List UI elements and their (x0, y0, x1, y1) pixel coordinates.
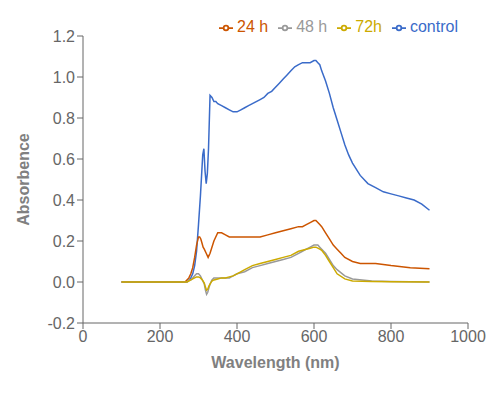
svg-text:0.2: 0.2 (53, 233, 75, 250)
html-text:control: control (410, 18, 458, 35)
svg-text:1.0: 1.0 (53, 69, 75, 86)
svg-text:-0.2: -0.2 (47, 315, 75, 332)
html-text:24 h: 24 h (237, 18, 269, 35)
svg-text:800: 800 (378, 328, 405, 345)
svg-text:0.4: 0.4 (53, 192, 75, 209)
svg-text:600: 600 (301, 328, 328, 345)
svg-text:0.0: 0.0 (53, 274, 75, 291)
svg-text:Wavelength (nm): Wavelength (nm) (211, 354, 339, 371)
svg-text:1.2: 1.2 (53, 28, 75, 45)
svg-text:200: 200 (147, 328, 174, 345)
svg-text:0: 0 (79, 328, 88, 345)
html-text:48 h: 48 h (296, 18, 328, 35)
html-text:72h: 72h (355, 18, 382, 35)
svg-text:0.8: 0.8 (53, 110, 75, 127)
svg-text:1000: 1000 (450, 328, 486, 345)
svg-text:0.6: 0.6 (53, 151, 75, 168)
svg-text:Absorbence: Absorbence (15, 133, 32, 226)
svg-text:400: 400 (224, 328, 251, 345)
